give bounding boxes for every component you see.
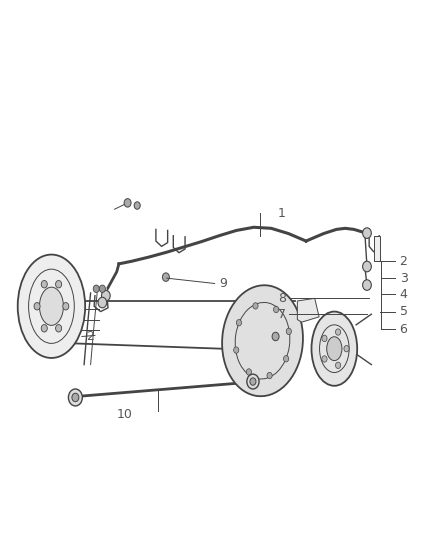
Text: 6: 6 — [399, 322, 407, 336]
Polygon shape — [374, 236, 380, 261]
Circle shape — [134, 202, 140, 209]
Text: 7: 7 — [278, 308, 286, 321]
Text: 10: 10 — [117, 408, 133, 422]
Circle shape — [336, 329, 341, 335]
Circle shape — [63, 303, 69, 310]
Text: 1: 1 — [278, 207, 286, 220]
Circle shape — [286, 328, 291, 335]
Circle shape — [273, 306, 279, 313]
Circle shape — [272, 332, 279, 341]
Text: 8: 8 — [278, 292, 286, 305]
Circle shape — [41, 280, 47, 288]
Ellipse shape — [18, 255, 85, 358]
Circle shape — [363, 261, 371, 272]
Circle shape — [56, 325, 62, 332]
Circle shape — [93, 285, 99, 293]
Circle shape — [98, 297, 107, 308]
Text: 2: 2 — [86, 330, 94, 343]
Circle shape — [124, 199, 131, 207]
Circle shape — [363, 228, 371, 238]
Circle shape — [322, 356, 327, 362]
Circle shape — [246, 369, 251, 375]
Circle shape — [237, 319, 241, 326]
Text: 3: 3 — [399, 272, 407, 285]
Circle shape — [56, 280, 62, 288]
Text: 2: 2 — [399, 255, 407, 268]
Circle shape — [162, 273, 170, 281]
Ellipse shape — [222, 285, 303, 396]
Circle shape — [233, 347, 239, 353]
Text: 5: 5 — [399, 305, 408, 318]
Circle shape — [34, 303, 40, 310]
Ellipse shape — [39, 287, 64, 325]
Circle shape — [102, 290, 110, 301]
Circle shape — [247, 374, 259, 389]
Ellipse shape — [327, 337, 342, 361]
Text: 4: 4 — [399, 288, 407, 301]
Ellipse shape — [311, 312, 357, 386]
Text: 9: 9 — [219, 277, 227, 290]
Polygon shape — [297, 298, 319, 322]
Circle shape — [41, 325, 47, 332]
Circle shape — [72, 393, 79, 402]
Circle shape — [322, 335, 327, 342]
Circle shape — [283, 356, 289, 362]
Circle shape — [344, 345, 349, 352]
Circle shape — [68, 389, 82, 406]
Circle shape — [253, 303, 258, 309]
Circle shape — [99, 285, 106, 293]
Circle shape — [267, 373, 272, 379]
Circle shape — [336, 362, 341, 368]
Circle shape — [250, 378, 256, 385]
Circle shape — [363, 280, 371, 290]
